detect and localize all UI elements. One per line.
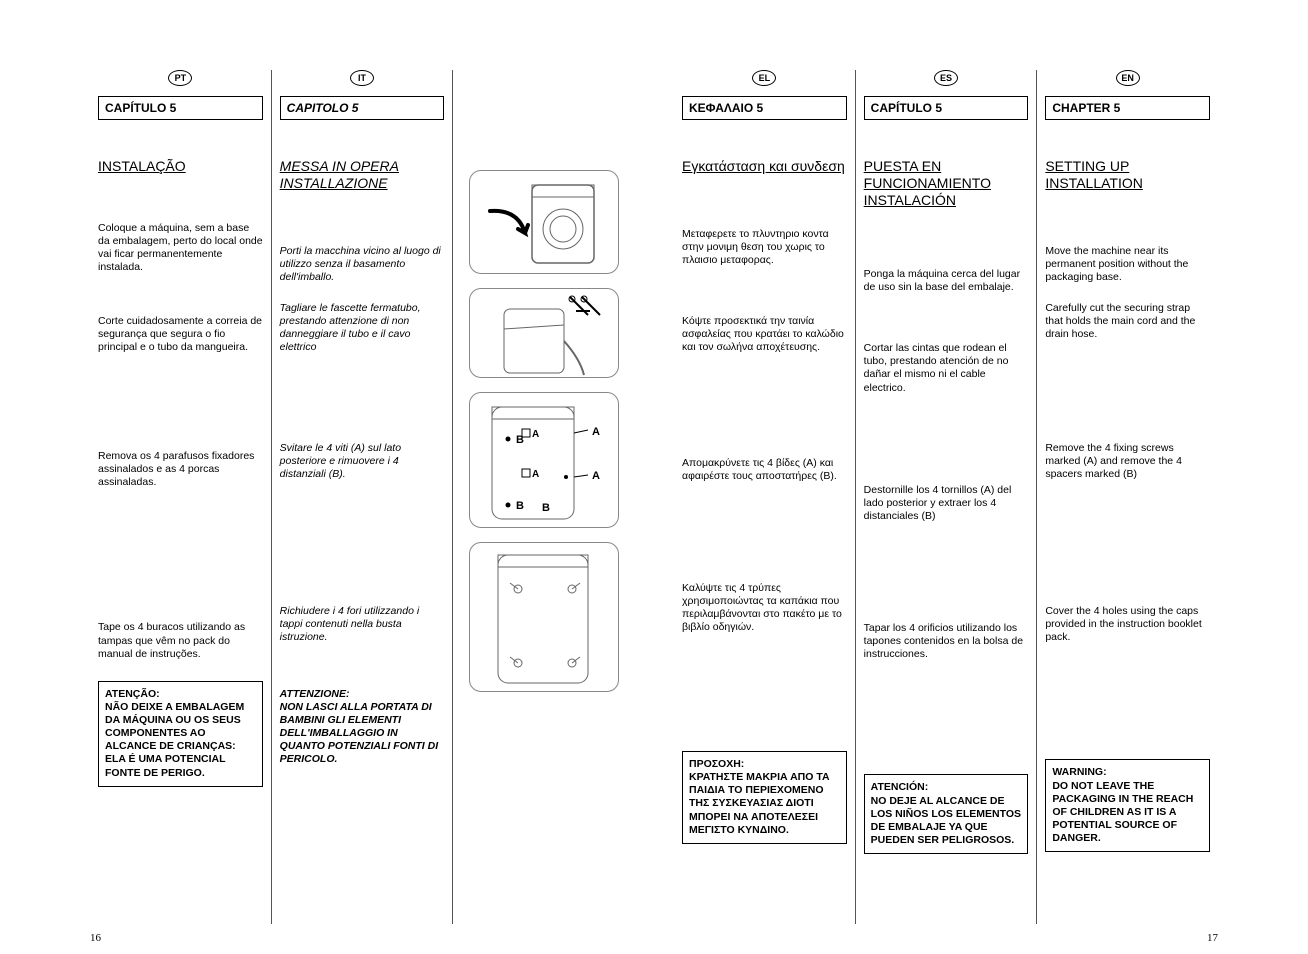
chapter-box: CAPÍTULO 5 (864, 96, 1029, 120)
step-text: Coloque a máquina, sem a base da embalag… (98, 222, 263, 275)
column-es: ES CAPÍTULO 5 PUESTA EN FUNCIONAMIENTO I… (856, 70, 1038, 924)
step-text: Cover the 4 holes using the caps provide… (1045, 605, 1210, 644)
step-row: Tape os 4 buracos utilizando as tampas q… (98, 555, 263, 671)
left-page: PT CAPÍTULO 5 INSTALAÇÃO Coloque a máqui… (90, 70, 634, 924)
step-row: Carefully cut the securing strap that ho… (1045, 302, 1210, 412)
step-text: Κόψτε προσεκτικά την ταινία ασφαλείας πο… (682, 315, 847, 354)
warning-box: WARNING: DO NOT LEAVE THE PACKAGING IN T… (1045, 759, 1210, 852)
step-row: Κόψτε προσεκτικά την ταινία ασφαλείας πο… (682, 285, 847, 395)
svg-text:B: B (542, 502, 550, 514)
column-illustrations: B A A B A A B (453, 70, 634, 924)
warning-row: ATENÇÃO: NÃO DEIXE A EMBALAGEM DA MÁQUIN… (98, 671, 263, 924)
column-pt: PT CAPÍTULO 5 INSTALAÇÃO Coloque a máqui… (90, 70, 272, 924)
step-text: Μεταφερετε το πλυντηριο κοντα στην μονιμ… (682, 228, 847, 267)
document-spread: PT CAPÍTULO 5 INSTALAÇÃO Coloque a máqui… (90, 70, 1218, 924)
step-row: Ponga la máquina cerca del lugar de uso … (864, 254, 1029, 318)
svg-text:A: A (592, 426, 600, 438)
step-text: Ponga la máquina cerca del lugar de uso … (864, 268, 1029, 294)
illus-move-machine (469, 170, 619, 274)
step-row: Μεταφερετε το πλυντηριο κοντα στην μονιμ… (682, 221, 847, 285)
section-title: INSTALAÇÃO (98, 158, 263, 175)
step-text: Απομακρύνετε τις 4 βίδες (A) και αφαιρέσ… (682, 457, 847, 483)
step-text: Tape os 4 buracos utilizando as tampas q… (98, 621, 263, 660)
step-row: Move the machine near its permanent posi… (1045, 238, 1210, 302)
svg-text:B: B (516, 500, 524, 512)
step-row: Richiudere i 4 fori utilizzando i tappi … (280, 572, 445, 688)
illus-cut-strap (469, 288, 619, 378)
section-title: MESSA IN OPERA INSTALLAZIONE (280, 158, 445, 192)
svg-text:A: A (592, 470, 600, 482)
step-text: Svitare le 4 viti (A) sul lato posterior… (280, 442, 445, 481)
chapter-box: CAPÍTULO 5 (98, 96, 263, 120)
lang-badge-en: EN (1116, 70, 1140, 86)
step-text: Remove the 4 fixing screws marked (A) an… (1045, 442, 1210, 481)
svg-text:A: A (532, 429, 539, 440)
page-number-right: 17 (1207, 932, 1218, 944)
step-text: Remova os 4 parafusos fixadores assinala… (98, 450, 263, 489)
section-title: PUESTA EN FUNCIONAMIENTO INSTALACIÓN (864, 158, 1029, 208)
warning-row: ATTENZIONE: NON LASCI ALLA PORTATA DI BA… (280, 688, 445, 924)
step-row: Remova os 4 parafusos fixadores assinala… (98, 395, 263, 555)
page-number-left: 16 (90, 932, 101, 944)
chapter-box: CHAPTER 5 (1045, 96, 1210, 120)
column-el: EL ΚΕΦΑΛΑΙΟ 5 Εγκατάσταση και συνδεση Με… (674, 70, 856, 924)
svg-text:B: B (516, 434, 524, 446)
chapter-box: CAPITOLO 5 (280, 96, 445, 120)
column-en: EN CHAPTER 5 SETTING UP INSTALLATION Mov… (1037, 70, 1218, 924)
step-text: Carefully cut the securing strap that ho… (1045, 302, 1210, 341)
lang-badge-pt: PT (168, 70, 192, 86)
step-row: Cover the 4 holes using the caps provide… (1045, 572, 1210, 688)
warning-box: ATENÇÃO: NÃO DEIXE A EMBALAGEM DA MÁQUIN… (98, 681, 263, 787)
step-text: Richiudere i 4 fori utilizzando i tappi … (280, 605, 445, 644)
step-row: Remove the 4 fixing screws marked (A) an… (1045, 412, 1210, 572)
illus-cover-holes (469, 542, 619, 692)
step-text: Cortar las cintas que rodean el tubo, pr… (864, 342, 1029, 395)
warning-box: ATTENZIONE: NON LASCI ALLA PORTATA DI BA… (280, 688, 445, 767)
column-it: IT CAPITOLO 5 MESSA IN OPERA INSTALLAZIO… (272, 70, 454, 924)
step-text: Corte cuidadosamente a correia de segura… (98, 315, 263, 354)
svg-text:A: A (532, 469, 539, 480)
step-text: Destornille los 4 tornillos (A) del lado… (864, 484, 1029, 523)
step-text: Porti la macchina vicino al luogo di uti… (280, 245, 445, 284)
step-row: Destornille los 4 tornillos (A) del lado… (864, 428, 1029, 588)
step-row: Corte cuidadosamente a correia de segura… (98, 285, 263, 395)
warning-box: ATENCIÓN: NO DEJE AL ALCANCE DE LOS NIÑO… (864, 774, 1029, 854)
step-text: Tagliare le fascette fermatubo, prestand… (280, 302, 445, 355)
step-row: Svitare le 4 viti (A) sul lato posterior… (280, 412, 445, 572)
step-row: Cortar las cintas que rodean el tubo, pr… (864, 318, 1029, 428)
chapter-box: ΚΕΦΑΛΑΙΟ 5 (682, 96, 847, 120)
step-row: Coloque a máquina, sem a base da embalag… (98, 221, 263, 285)
warning-row: WARNING: DO NOT LEAVE THE PACKAGING IN T… (1045, 688, 1210, 924)
warning-row: ATENCIÓN: NO DEJE AL ALCANCE DE LOS NIÑO… (864, 704, 1029, 924)
step-row: Porti la macchina vicino al luogo di uti… (280, 238, 445, 302)
warning-row: ΠΡΟΣΟΧΗ: ΚΡΑΤΗΣΤΕ ΜΑΚΡΙΑ ΑΠΟ ΤΑ ΠΑΙΔΙΑ Τ… (682, 671, 847, 924)
lang-badge-es: ES (934, 70, 958, 86)
warning-box: ΠΡΟΣΟΧΗ: ΚΡΑΤΗΣΤΕ ΜΑΚΡΙΑ ΑΠΟ ΤΑ ΠΑΙΔΙΑ Τ… (682, 751, 847, 844)
step-text: Tapar los 4 orificios utilizando los tap… (864, 622, 1029, 661)
illus-remove-screws: B A A B A A B (469, 392, 619, 528)
step-row: Tagliare le fascette fermatubo, prestand… (280, 302, 445, 412)
lang-badge-it: IT (350, 70, 374, 86)
right-page: EL ΚΕΦΑΛΑΙΟ 5 Εγκατάσταση και συνδεση Με… (674, 70, 1218, 924)
step-row: Απομακρύνετε τις 4 βίδες (A) και αφαιρέσ… (682, 395, 847, 555)
section-title: SETTING UP INSTALLATION (1045, 158, 1210, 192)
step-text: Καλύψτε τις 4 τρύπες χρησιμοποιώντας τα … (682, 582, 847, 635)
step-text: Move the machine near its permanent posi… (1045, 245, 1210, 284)
lang-badge-el: EL (752, 70, 776, 86)
step-row: Tapar los 4 orificios utilizando los tap… (864, 588, 1029, 704)
step-row: Καλύψτε τις 4 τρύπες χρησιμοποιώντας τα … (682, 555, 847, 671)
section-title: Εγκατάσταση και συνδεση (682, 158, 847, 175)
